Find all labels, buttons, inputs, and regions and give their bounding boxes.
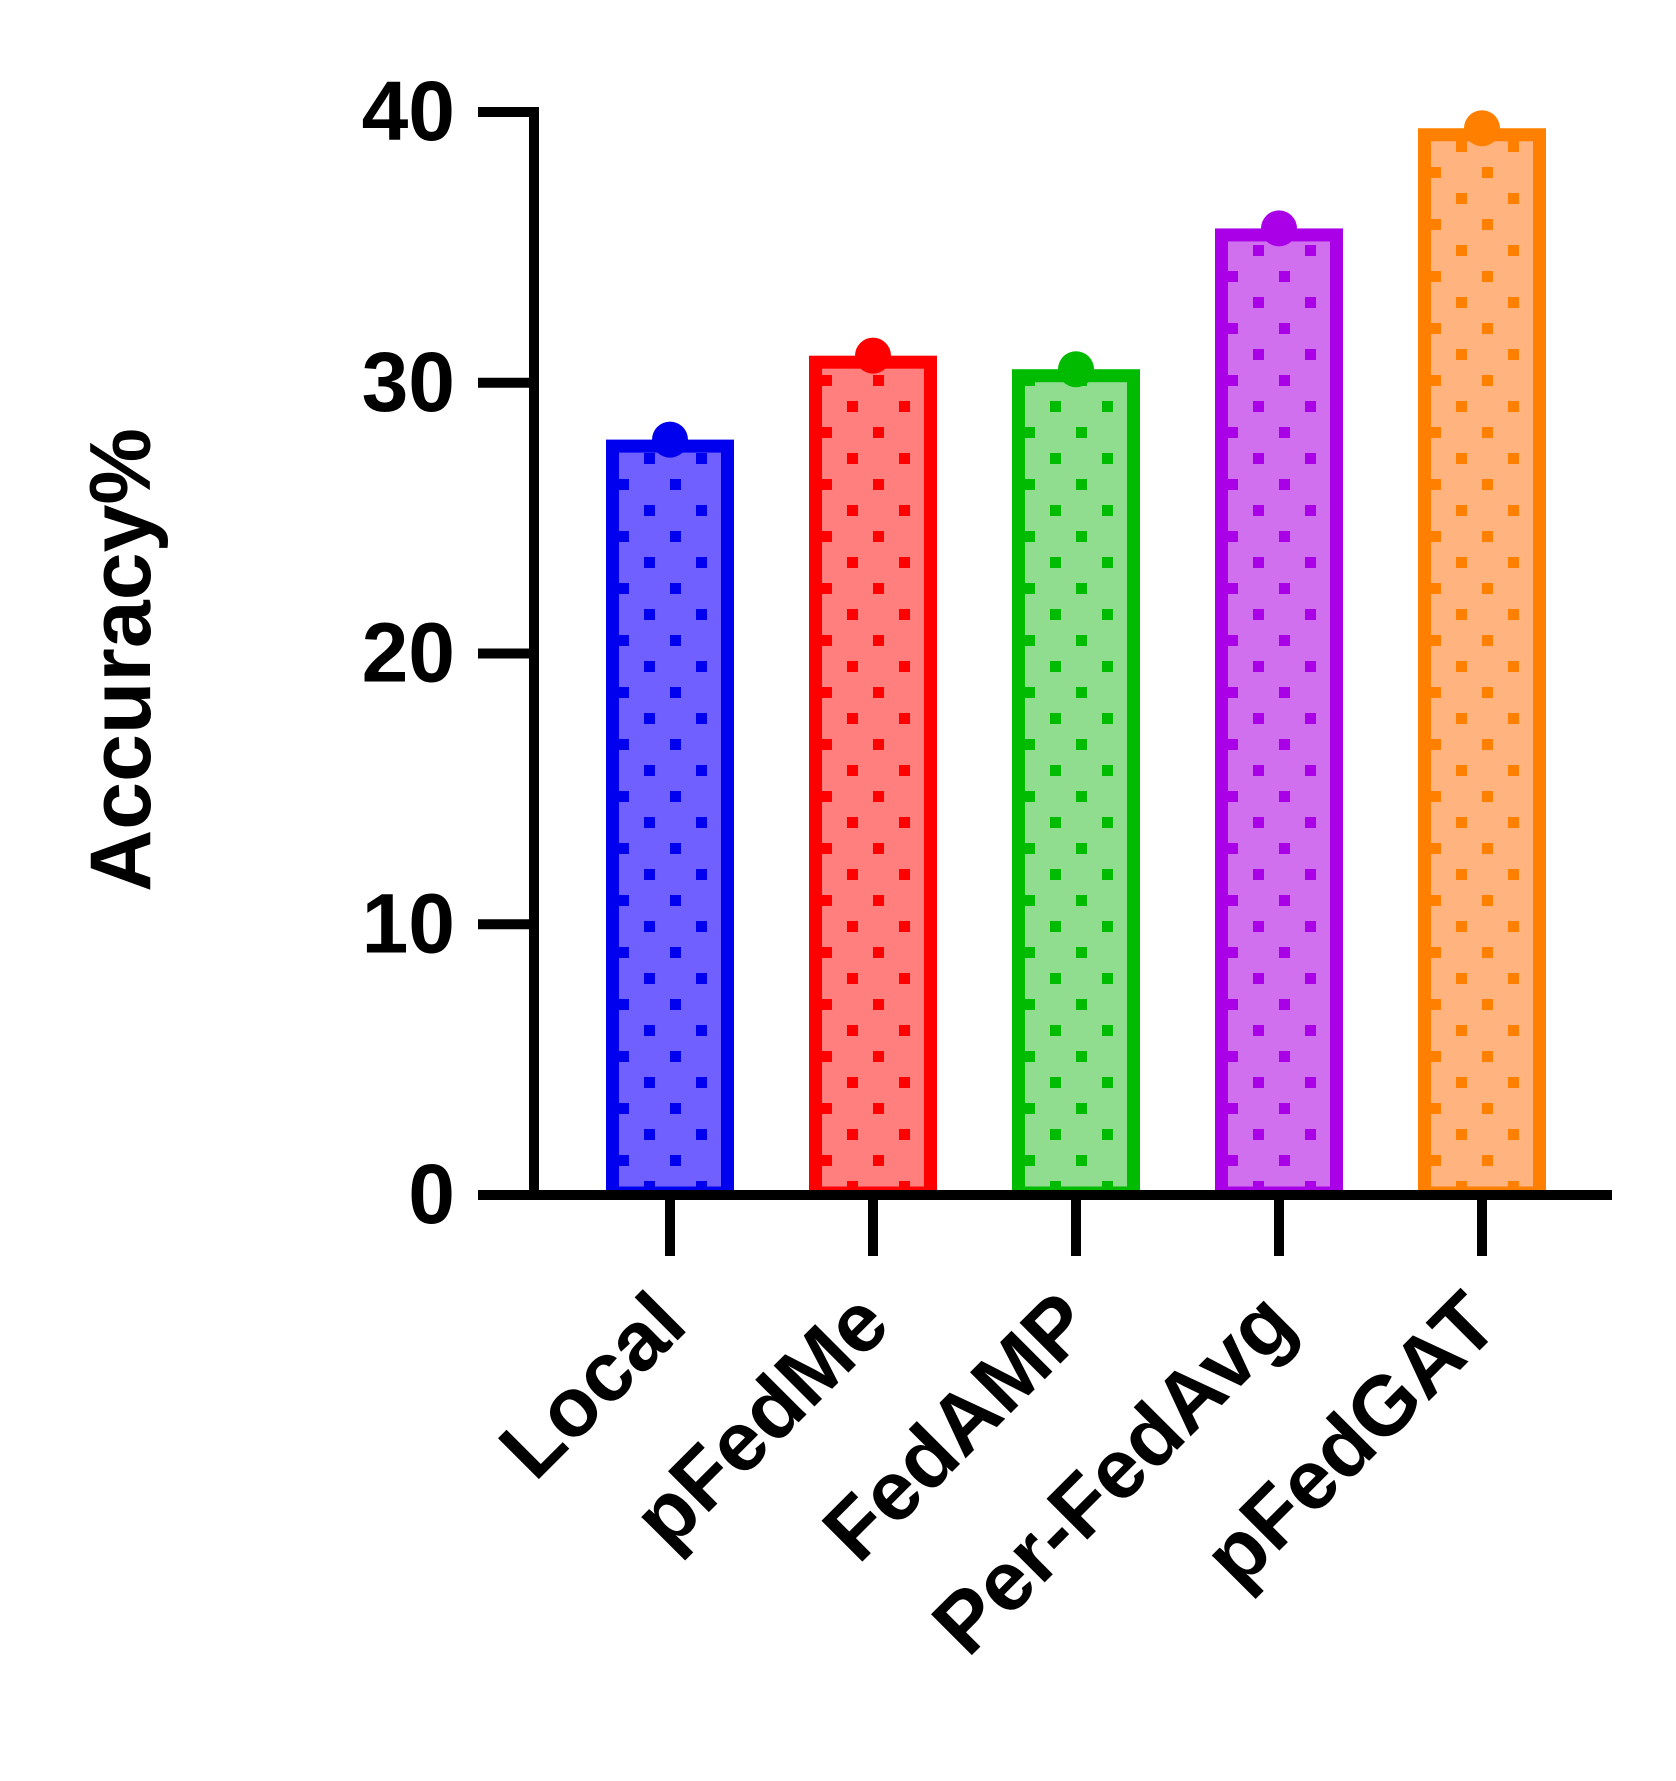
bar-value-marker [1464,110,1500,147]
y-axis-label: Accuracy% [73,428,169,892]
bar-pfedgat [1418,110,1546,1200]
bar [809,355,937,1200]
bars [606,110,1546,1200]
bar-pfedme [809,337,937,1200]
bar-value-marker [855,337,891,374]
bar-per-fedavg [1215,210,1343,1200]
bar-value-marker [1261,210,1297,247]
bar [606,439,734,1200]
bar [1215,228,1343,1200]
bar [1418,128,1546,1200]
x-ticks [665,1195,1487,1256]
bar-value-marker [1058,351,1094,388]
y-tick-labels: 0 10 20 30 40 [362,64,455,1241]
y-tick-label: 0 [408,1147,455,1241]
y-tick-label: 10 [362,876,455,970]
bar-local [606,421,734,1200]
y-tick-label: 20 [362,606,455,700]
y-tick-label: 40 [362,64,455,158]
bar-value-marker [652,421,688,458]
bar [1012,369,1140,1200]
bar-fedamp [1012,351,1140,1200]
y-ticks [478,107,534,1200]
y-tick-label: 30 [362,335,455,429]
